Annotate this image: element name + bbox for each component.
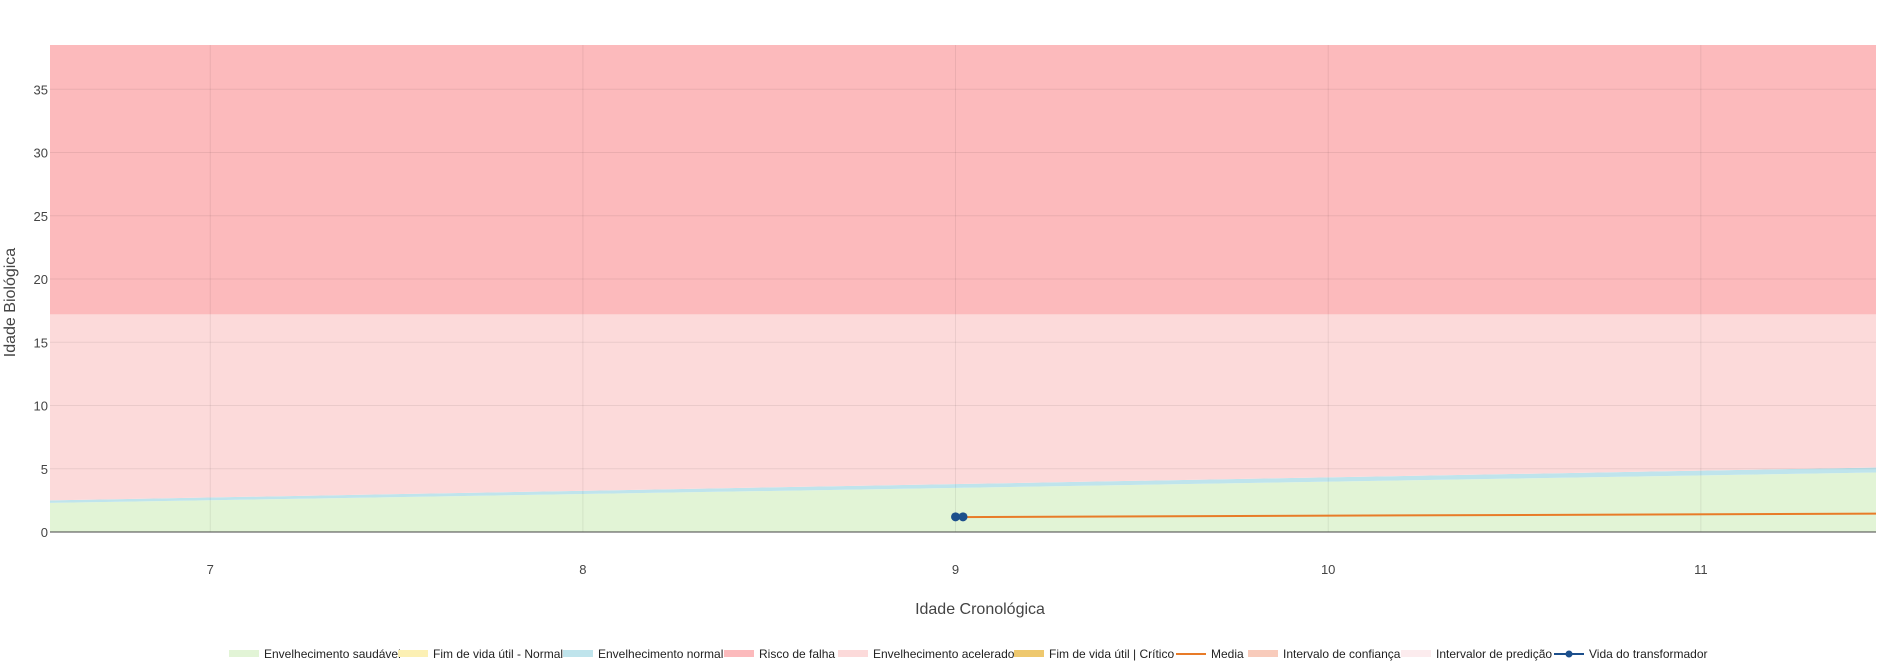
legend-item-fim-de-vida-util-normal[interactable]: Fim de vida útil - Normal bbox=[398, 647, 563, 661]
legend-label: Envelhecimento acelerado bbox=[873, 647, 1015, 661]
legend-swatch bbox=[398, 650, 428, 657]
legend[interactable]: Envelhecimento saudável Fim de vida útil … bbox=[229, 647, 1708, 661]
band-envelhecimento-acelerado bbox=[50, 314, 1876, 501]
legend-swatch bbox=[1014, 650, 1044, 657]
y-tick-label: 0 bbox=[41, 525, 48, 540]
legend-label: Intervalo de confiança bbox=[1283, 647, 1401, 661]
legend-swatch bbox=[1401, 650, 1431, 657]
point-vida-do-transformador[interactable] bbox=[951, 512, 961, 522]
legend-item-envelhecimento-acelerado[interactable]: Envelhecimento acelerado bbox=[838, 647, 1015, 661]
y-axis-title: Idade Biológica bbox=[2, 248, 19, 358]
legend-item-envelhecimento-saudavel[interactable]: Envelhecimento saudável bbox=[229, 647, 401, 661]
legend-item-vida-do-transformador[interactable]: Vida do transformador bbox=[1554, 647, 1708, 661]
y-tick-label: 10 bbox=[34, 399, 48, 414]
legend-label: Vida do transformador bbox=[1589, 647, 1708, 661]
legend-item-envelhecimento-normal[interactable]: Envelhecimento normal bbox=[563, 647, 723, 661]
x-tick-label: 7 bbox=[207, 562, 214, 577]
plot-series bbox=[951, 512, 1877, 522]
legend-item-risco-de-falha[interactable]: Risco de falha bbox=[724, 647, 835, 661]
x-tick-label: 10 bbox=[1321, 562, 1335, 577]
y-tick-label: 35 bbox=[34, 82, 48, 97]
legend-label: Envelhecimento saudável bbox=[264, 647, 401, 661]
x-tick-labels: 7 8 9 10 11 bbox=[207, 562, 1708, 577]
legend-swatch bbox=[563, 650, 593, 657]
y-tick-labels: 0 5 10 15 20 25 30 35 bbox=[34, 82, 48, 540]
plot-bands bbox=[50, 45, 1876, 532]
y-tick-label: 20 bbox=[34, 272, 48, 287]
band-risco-de-falha bbox=[50, 45, 1876, 315]
band-envelhecimento-normal bbox=[50, 467, 1876, 503]
x-tick-label: 8 bbox=[579, 562, 586, 577]
legend-item-media[interactable]: Media bbox=[1176, 647, 1244, 661]
legend-label: Media bbox=[1211, 647, 1244, 661]
legend-item-fim-de-vida-util-critico[interactable]: Fim de vida útil | Crítico bbox=[1014, 647, 1174, 661]
legend-label: Risco de falha bbox=[759, 647, 835, 661]
series-media bbox=[955, 512, 1877, 519]
legend-label: Fim de vida útil - Normal bbox=[433, 647, 563, 661]
legend-item-intervalor-de-predicao[interactable]: Intervalor de predição bbox=[1401, 647, 1552, 661]
legend-swatch bbox=[724, 650, 754, 657]
point-vida-do-transformador[interactable] bbox=[958, 512, 968, 522]
legend-swatch bbox=[838, 650, 868, 657]
y-tick-label: 15 bbox=[34, 335, 48, 350]
legend-swatch bbox=[1248, 650, 1278, 657]
y-tick-label: 25 bbox=[34, 209, 48, 224]
y-tick-label: 5 bbox=[41, 462, 48, 477]
legend-label: Envelhecimento normal bbox=[598, 647, 723, 661]
legend-label: Fim de vida útil | Crítico bbox=[1049, 647, 1174, 661]
x-tick-label: 11 bbox=[1694, 562, 1708, 577]
legend-item-intervalo-de-confianca[interactable]: Intervalo de confiança bbox=[1248, 647, 1401, 661]
grid-lines bbox=[50, 45, 1876, 532]
legend-marker bbox=[1565, 650, 1573, 658]
legend-label: Intervalor de predição bbox=[1436, 647, 1552, 661]
band-envelhecimento-saudavel bbox=[50, 472, 1876, 532]
legend-swatch bbox=[229, 650, 259, 657]
x-axis-title: Idade Cronológica bbox=[915, 601, 1045, 618]
x-tick-label: 9 bbox=[952, 562, 959, 577]
y-tick-label: 30 bbox=[34, 146, 48, 161]
